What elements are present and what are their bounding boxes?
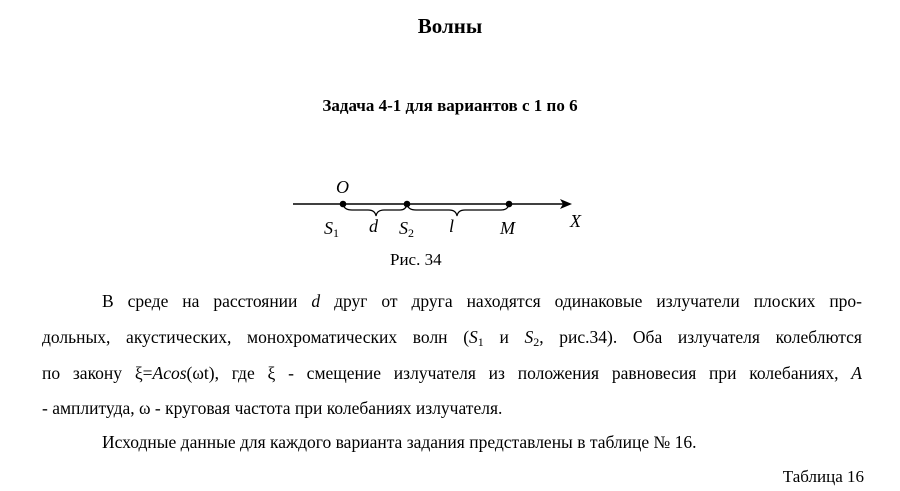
label-s1: S1: [324, 218, 339, 240]
paragraph-line: В среде на расстоянии d друг от друга на…: [102, 291, 863, 311]
page-title: Волны: [417, 14, 483, 38]
table-label: Таблица 16: [782, 467, 864, 486]
axis-diagram: [293, 199, 572, 217]
problem-heading: Задача 4-1 для вариантов с 1 по 6: [322, 96, 578, 115]
label-l: l: [449, 216, 455, 236]
paragraph-line: по закону ξ=Acos(ωt), где ξ - смещение и…: [42, 363, 862, 383]
label-d: d: [369, 216, 378, 236]
label-o: O: [336, 177, 349, 197]
brace-l: [406, 203, 510, 217]
paragraph-line: Исходные данные для каждого варианта зад…: [102, 432, 697, 452]
axis-arrow-icon: [560, 199, 572, 209]
label-m: M: [500, 218, 515, 238]
figure-caption: Рис. 34: [390, 250, 442, 269]
label-s2: S2: [399, 218, 414, 240]
paragraph-line: дольных, акустических, монохроматических…: [42, 327, 862, 349]
brace-d: [342, 203, 408, 217]
label-x: X: [570, 211, 581, 231]
paragraph-line: - амплитуда, ω - круговая частота при ко…: [42, 398, 503, 418]
